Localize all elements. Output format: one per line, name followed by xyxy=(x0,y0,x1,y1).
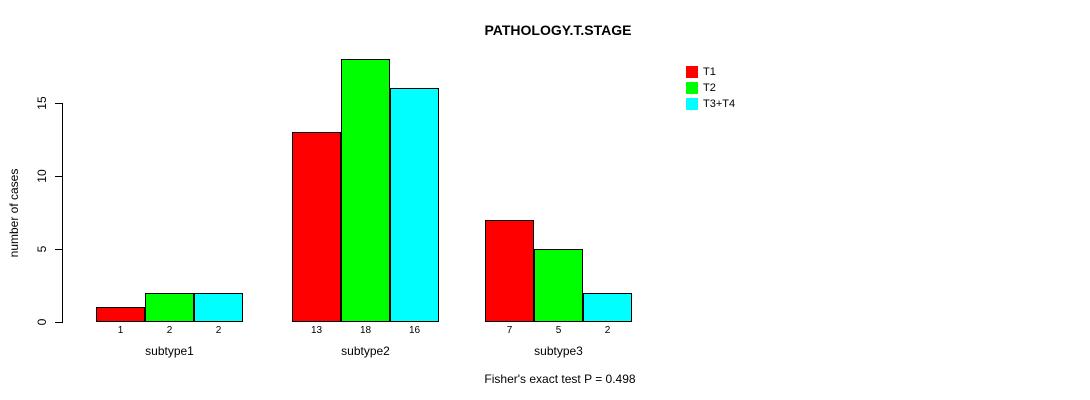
annotation-fisher-test: Fisher's exact test P = 0.498 xyxy=(484,372,636,386)
legend-swatch-icon xyxy=(686,66,698,78)
bar-subtype1-T2 xyxy=(145,292,194,322)
y-axis-tick-label: 5 xyxy=(35,245,49,253)
legend-label: T1 xyxy=(703,66,716,78)
legend-swatch-icon xyxy=(686,98,698,110)
y-axis-line xyxy=(62,103,63,323)
bar-subtype3-T1 xyxy=(485,219,534,322)
legend-row: T1 xyxy=(686,64,735,80)
bar-value-label: 2 xyxy=(604,325,611,336)
bar-subtype2-T2 xyxy=(341,59,390,322)
bar-value-label: 2 xyxy=(215,325,222,336)
legend-label: T2 xyxy=(703,82,716,94)
legend-row: T3+T4 xyxy=(686,96,735,112)
bar-subtype1-T3+T4 xyxy=(194,292,243,322)
bar-value-label: 13 xyxy=(310,325,323,336)
category-label-subtype1: subtype1 xyxy=(145,344,194,358)
bar-value-label: 2 xyxy=(166,325,173,336)
legend-row: T2 xyxy=(686,80,735,96)
bar-subtype3-T2 xyxy=(534,249,583,322)
y-axis-tick xyxy=(55,102,62,104)
chart-title: PATHOLOGY.T.STAGE xyxy=(484,22,632,38)
legend: T1 T2 T3+T4 xyxy=(686,64,735,112)
category-label-subtype3: subtype3 xyxy=(534,344,583,358)
bar-subtype2-T3+T4 xyxy=(390,88,439,322)
bar-value-label: 18 xyxy=(359,325,372,336)
bar-subtype3-T3+T4 xyxy=(583,292,632,322)
y-axis-tick-label: 0 xyxy=(35,318,49,326)
y-axis-tick-label: 10 xyxy=(35,169,49,183)
y-axis-tick xyxy=(55,321,62,323)
y-axis-tick xyxy=(55,175,62,177)
bar-subtype1-T1 xyxy=(96,307,145,322)
legend-swatch-icon xyxy=(686,82,698,94)
bar-value-label: 1 xyxy=(117,325,124,336)
legend-label: T3+T4 xyxy=(703,98,736,110)
bar-value-label: 5 xyxy=(555,325,562,336)
y-axis-tick xyxy=(55,248,62,250)
bar-value-label: 7 xyxy=(506,325,513,336)
bar-subtype2-T1 xyxy=(292,132,341,322)
y-axis-title: number of cases xyxy=(7,168,21,258)
bar-value-label: 16 xyxy=(408,325,421,336)
category-label-subtype2: subtype2 xyxy=(341,344,390,358)
y-axis-tick-label: 15 xyxy=(35,96,49,110)
